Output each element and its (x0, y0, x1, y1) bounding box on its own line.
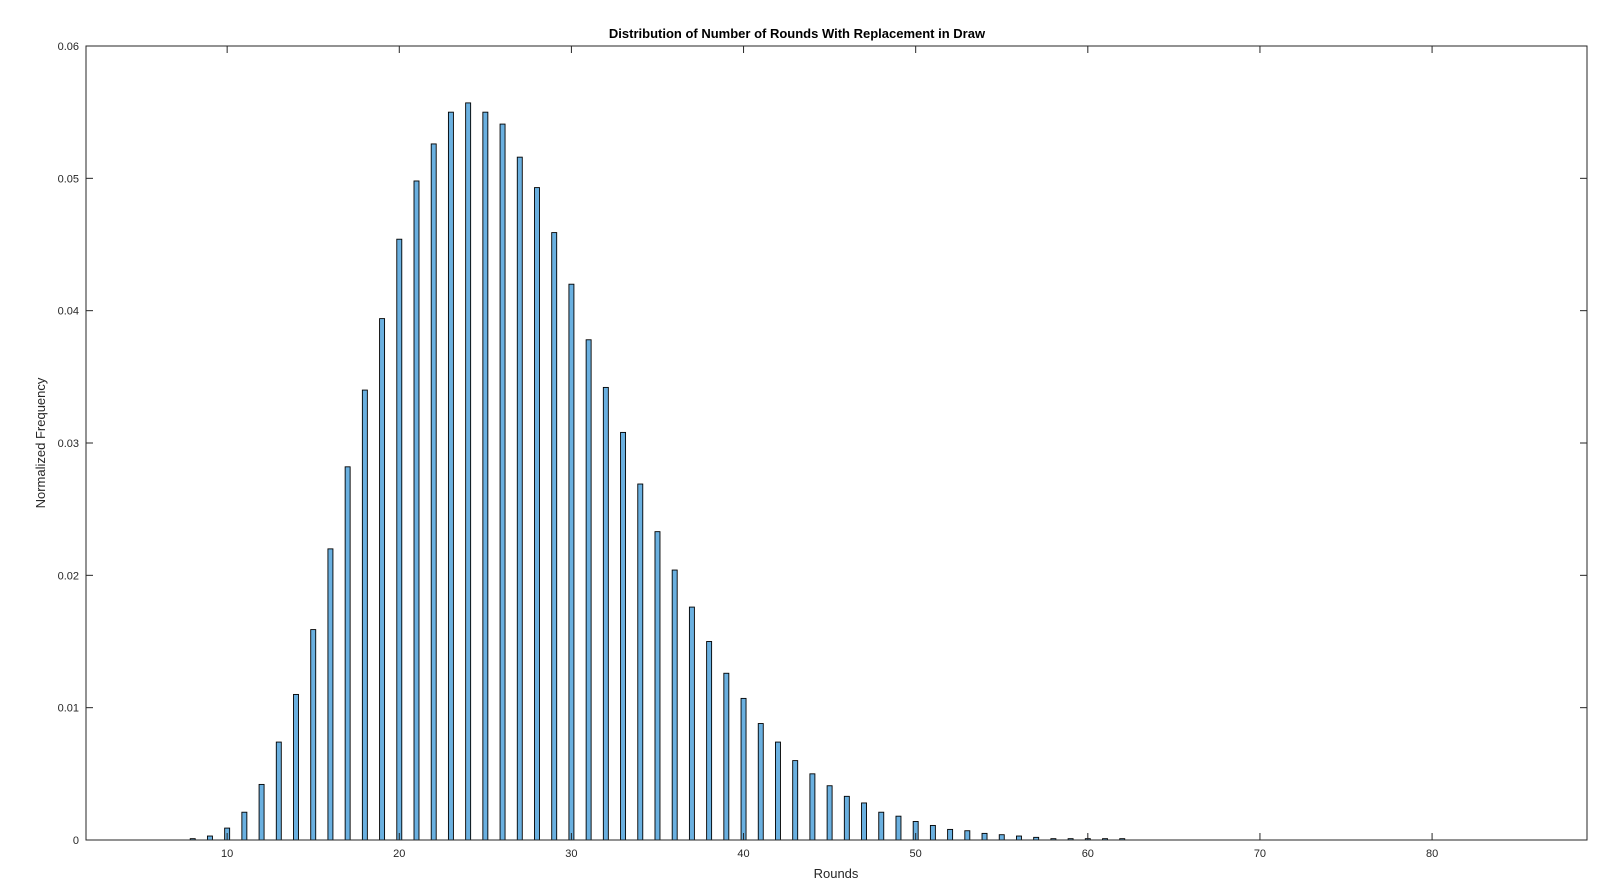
bar-21 (413, 180, 420, 841)
x-tick-label-60: 60 (1082, 848, 1094, 860)
bar-19 (379, 318, 386, 841)
chart-title: Distribution of Number of Rounds With Re… (609, 26, 986, 41)
y-tick-label-0.06: 0.06 (58, 41, 79, 53)
bar-20 (396, 238, 403, 841)
y-tick-label-0.05: 0.05 (58, 173, 79, 185)
bar-29 (551, 232, 558, 841)
bar-43 (792, 760, 799, 841)
bar-40 (740, 697, 747, 841)
x-tick-label-20: 20 (393, 848, 405, 860)
x-axis-label: Rounds (814, 866, 859, 880)
bar-15 (310, 629, 317, 841)
bar-47 (861, 802, 867, 841)
x-tick-label-50: 50 (910, 848, 922, 860)
bar-9 (206, 835, 213, 841)
bar-33 (620, 431, 627, 841)
bar-25 (482, 111, 489, 841)
bar-37 (688, 606, 695, 841)
bar-31 (585, 339, 592, 841)
bar-13 (275, 741, 282, 841)
bar-28 (534, 187, 540, 841)
bar-39 (723, 672, 730, 841)
x-tick-label-80: 80 (1426, 848, 1438, 860)
bar-52 (947, 828, 954, 841)
bar-12 (258, 783, 265, 841)
bar-56 (1016, 835, 1022, 841)
bar-44 (809, 773, 816, 841)
bar-36 (671, 569, 678, 841)
y-tick-label-0.02: 0.02 (58, 570, 79, 582)
bar-17 (344, 466, 351, 841)
bar-49 (895, 815, 902, 841)
bar-18 (361, 389, 368, 841)
x-tick-label-70: 70 (1254, 848, 1266, 860)
x-tick-label-30: 30 (565, 848, 577, 860)
bar-48 (878, 811, 885, 841)
bar-16 (327, 548, 334, 841)
bar-11 (241, 811, 248, 841)
bar-42 (775, 741, 781, 841)
bar-34 (637, 483, 644, 841)
bar-51 (929, 824, 936, 841)
ticks-group: 10 20 30 40 50 60 70 80 0 0.01 0.02 0.03 0.04 0.05 0.0… (58, 41, 1587, 860)
bar-30 (568, 283, 575, 841)
plot-frame (85, 45, 1588, 841)
bar-45 (826, 785, 833, 841)
x-tick-label-40: 40 (737, 848, 749, 860)
y-tick-label-0.04: 0.04 (58, 306, 79, 318)
bar-41 (757, 723, 764, 841)
bar-35 (654, 531, 661, 841)
bar-54 (981, 832, 988, 841)
y-axis-label: Normalized Frequency (33, 377, 48, 508)
bar-38 (706, 641, 713, 841)
bar-22 (430, 143, 437, 841)
y-tick-label-0: 0 (73, 835, 79, 847)
y-tick-label-0.01: 0.01 (58, 703, 79, 715)
bar-46 (843, 795, 850, 841)
bar-53 (964, 830, 971, 841)
bar-32 (602, 386, 609, 841)
bar-55 (998, 834, 1005, 841)
bar-24 (465, 102, 472, 841)
y-tick-label-0.03: 0.03 (58, 438, 79, 450)
bar-26 (499, 123, 506, 841)
bar-27 (516, 156, 523, 841)
bars-group (189, 102, 1126, 841)
x-tick-label-10: 10 (221, 848, 233, 860)
bar-23 (447, 111, 454, 841)
bar-14 (293, 693, 299, 841)
